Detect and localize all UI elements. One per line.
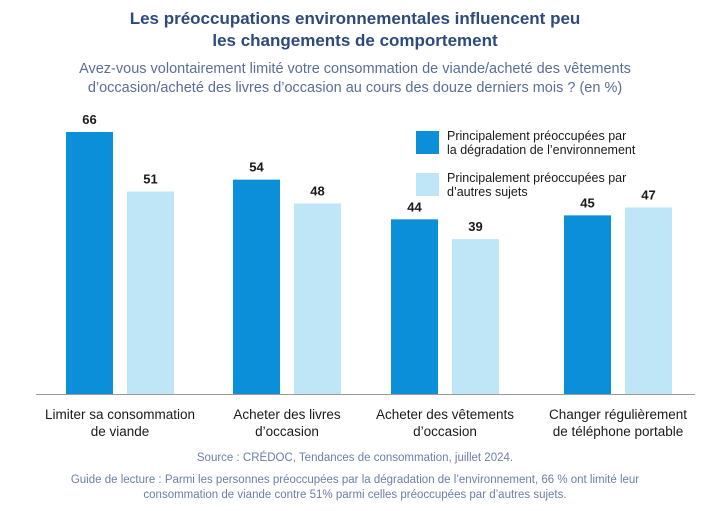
legend-swatch-2 bbox=[416, 173, 439, 196]
bar-s2-c3 bbox=[452, 239, 499, 394]
chart-subtitle-line-1: Avez-vous volontairement limité votre co… bbox=[79, 61, 631, 77]
category-label-2-line-1: Acheter des livres bbox=[233, 407, 341, 422]
bar-s2-c2 bbox=[294, 203, 341, 394]
bar-s1-c4 bbox=[564, 215, 611, 394]
category-label-3: Acheter des vêtements d’occasion bbox=[376, 407, 514, 439]
value-label-s1-c2: 54 bbox=[249, 160, 264, 175]
category-label-2: Acheter des livres d’occasion bbox=[233, 407, 341, 439]
value-label-s1-c1: 66 bbox=[82, 112, 96, 127]
category-label-3-line-1: Acheter des vêtements bbox=[376, 407, 514, 422]
category-label-4: Changer régulièrement de téléphone portab… bbox=[549, 407, 687, 439]
legend-label-1: Principalement préoccupées par la dégrada… bbox=[447, 129, 636, 157]
category-label-2-line-2: d’occasion bbox=[255, 424, 319, 439]
category-label-4-line-1: Changer régulièrement bbox=[549, 407, 687, 422]
reading-guide-line-1: Guide de lecture : Parmi les personnes p… bbox=[70, 474, 640, 486]
legend-label-2-line-2: d’autres sujets bbox=[447, 185, 528, 199]
value-label-s2-c4: 47 bbox=[641, 187, 655, 202]
chart-title-line-2: les changements de comportement bbox=[212, 31, 498, 50]
legend-label-1-line-2: la dégradation de l’environnement bbox=[447, 143, 636, 157]
legend-label-2: Principalement préoccupées par d’autres s… bbox=[447, 171, 626, 199]
reading-guide-line-2: consommation de viande contre 51% parmi … bbox=[143, 489, 567, 501]
category-label-1: Limiter sa consommation de viande bbox=[45, 407, 195, 439]
legend-swatch-1 bbox=[416, 131, 439, 154]
category-label-4-line-2: de téléphone portable bbox=[553, 424, 684, 439]
source-note: Source : CRÉDOC, Tendances de consommati… bbox=[196, 452, 514, 464]
bar-s2-c1 bbox=[127, 191, 174, 394]
chart-subtitle: Avez-vous volontairement limité votre co… bbox=[0, 60, 710, 98]
value-label-s1-c3: 44 bbox=[407, 199, 422, 214]
bar-s1-c1 bbox=[66, 132, 113, 394]
reading-guide: Guide de lecture : Parmi les personnes p… bbox=[0, 473, 710, 503]
bar-chart: 66 51 Limiter sa consommation de viande 54 48… bbox=[36, 112, 695, 439]
legend-label-2-line-1: Principalement préoccupées par bbox=[447, 171, 626, 185]
bar-s1-c2 bbox=[233, 179, 280, 394]
category-label-1-line-1: Limiter sa consommation bbox=[45, 407, 195, 422]
value-label-s1-c4: 45 bbox=[580, 195, 594, 210]
bar-s2-c4 bbox=[625, 207, 672, 394]
chart-title-line-1: Les préoccupations environnementales inf… bbox=[129, 9, 581, 28]
chart-title: Les préoccupations environnementales inf… bbox=[0, 8, 710, 52]
category-label-3-line-2: d’occasion bbox=[413, 424, 477, 439]
legend-label-1-line-1: Principalement préoccupées par bbox=[447, 129, 626, 143]
category-label-1-line-2: de viande bbox=[91, 424, 150, 439]
value-label-s2-c1: 51 bbox=[143, 172, 157, 187]
chart-subtitle-line-2: d’occasion/acheté des livres d’occasion … bbox=[87, 80, 623, 96]
bar-s1-c3 bbox=[391, 219, 438, 394]
value-label-s2-c2: 48 bbox=[310, 183, 324, 198]
value-label-s2-c3: 39 bbox=[468, 219, 482, 234]
